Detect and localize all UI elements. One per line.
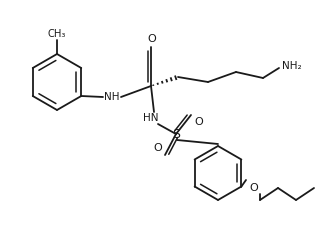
Text: NH₂: NH₂ <box>282 61 302 71</box>
Text: O: O <box>148 34 156 44</box>
Text: O: O <box>250 183 259 193</box>
Text: O: O <box>195 117 203 127</box>
Text: S: S <box>172 128 180 140</box>
Text: CH₃: CH₃ <box>48 29 66 39</box>
Text: O: O <box>154 143 163 153</box>
Text: HN: HN <box>143 113 159 123</box>
Text: NH: NH <box>104 92 120 102</box>
